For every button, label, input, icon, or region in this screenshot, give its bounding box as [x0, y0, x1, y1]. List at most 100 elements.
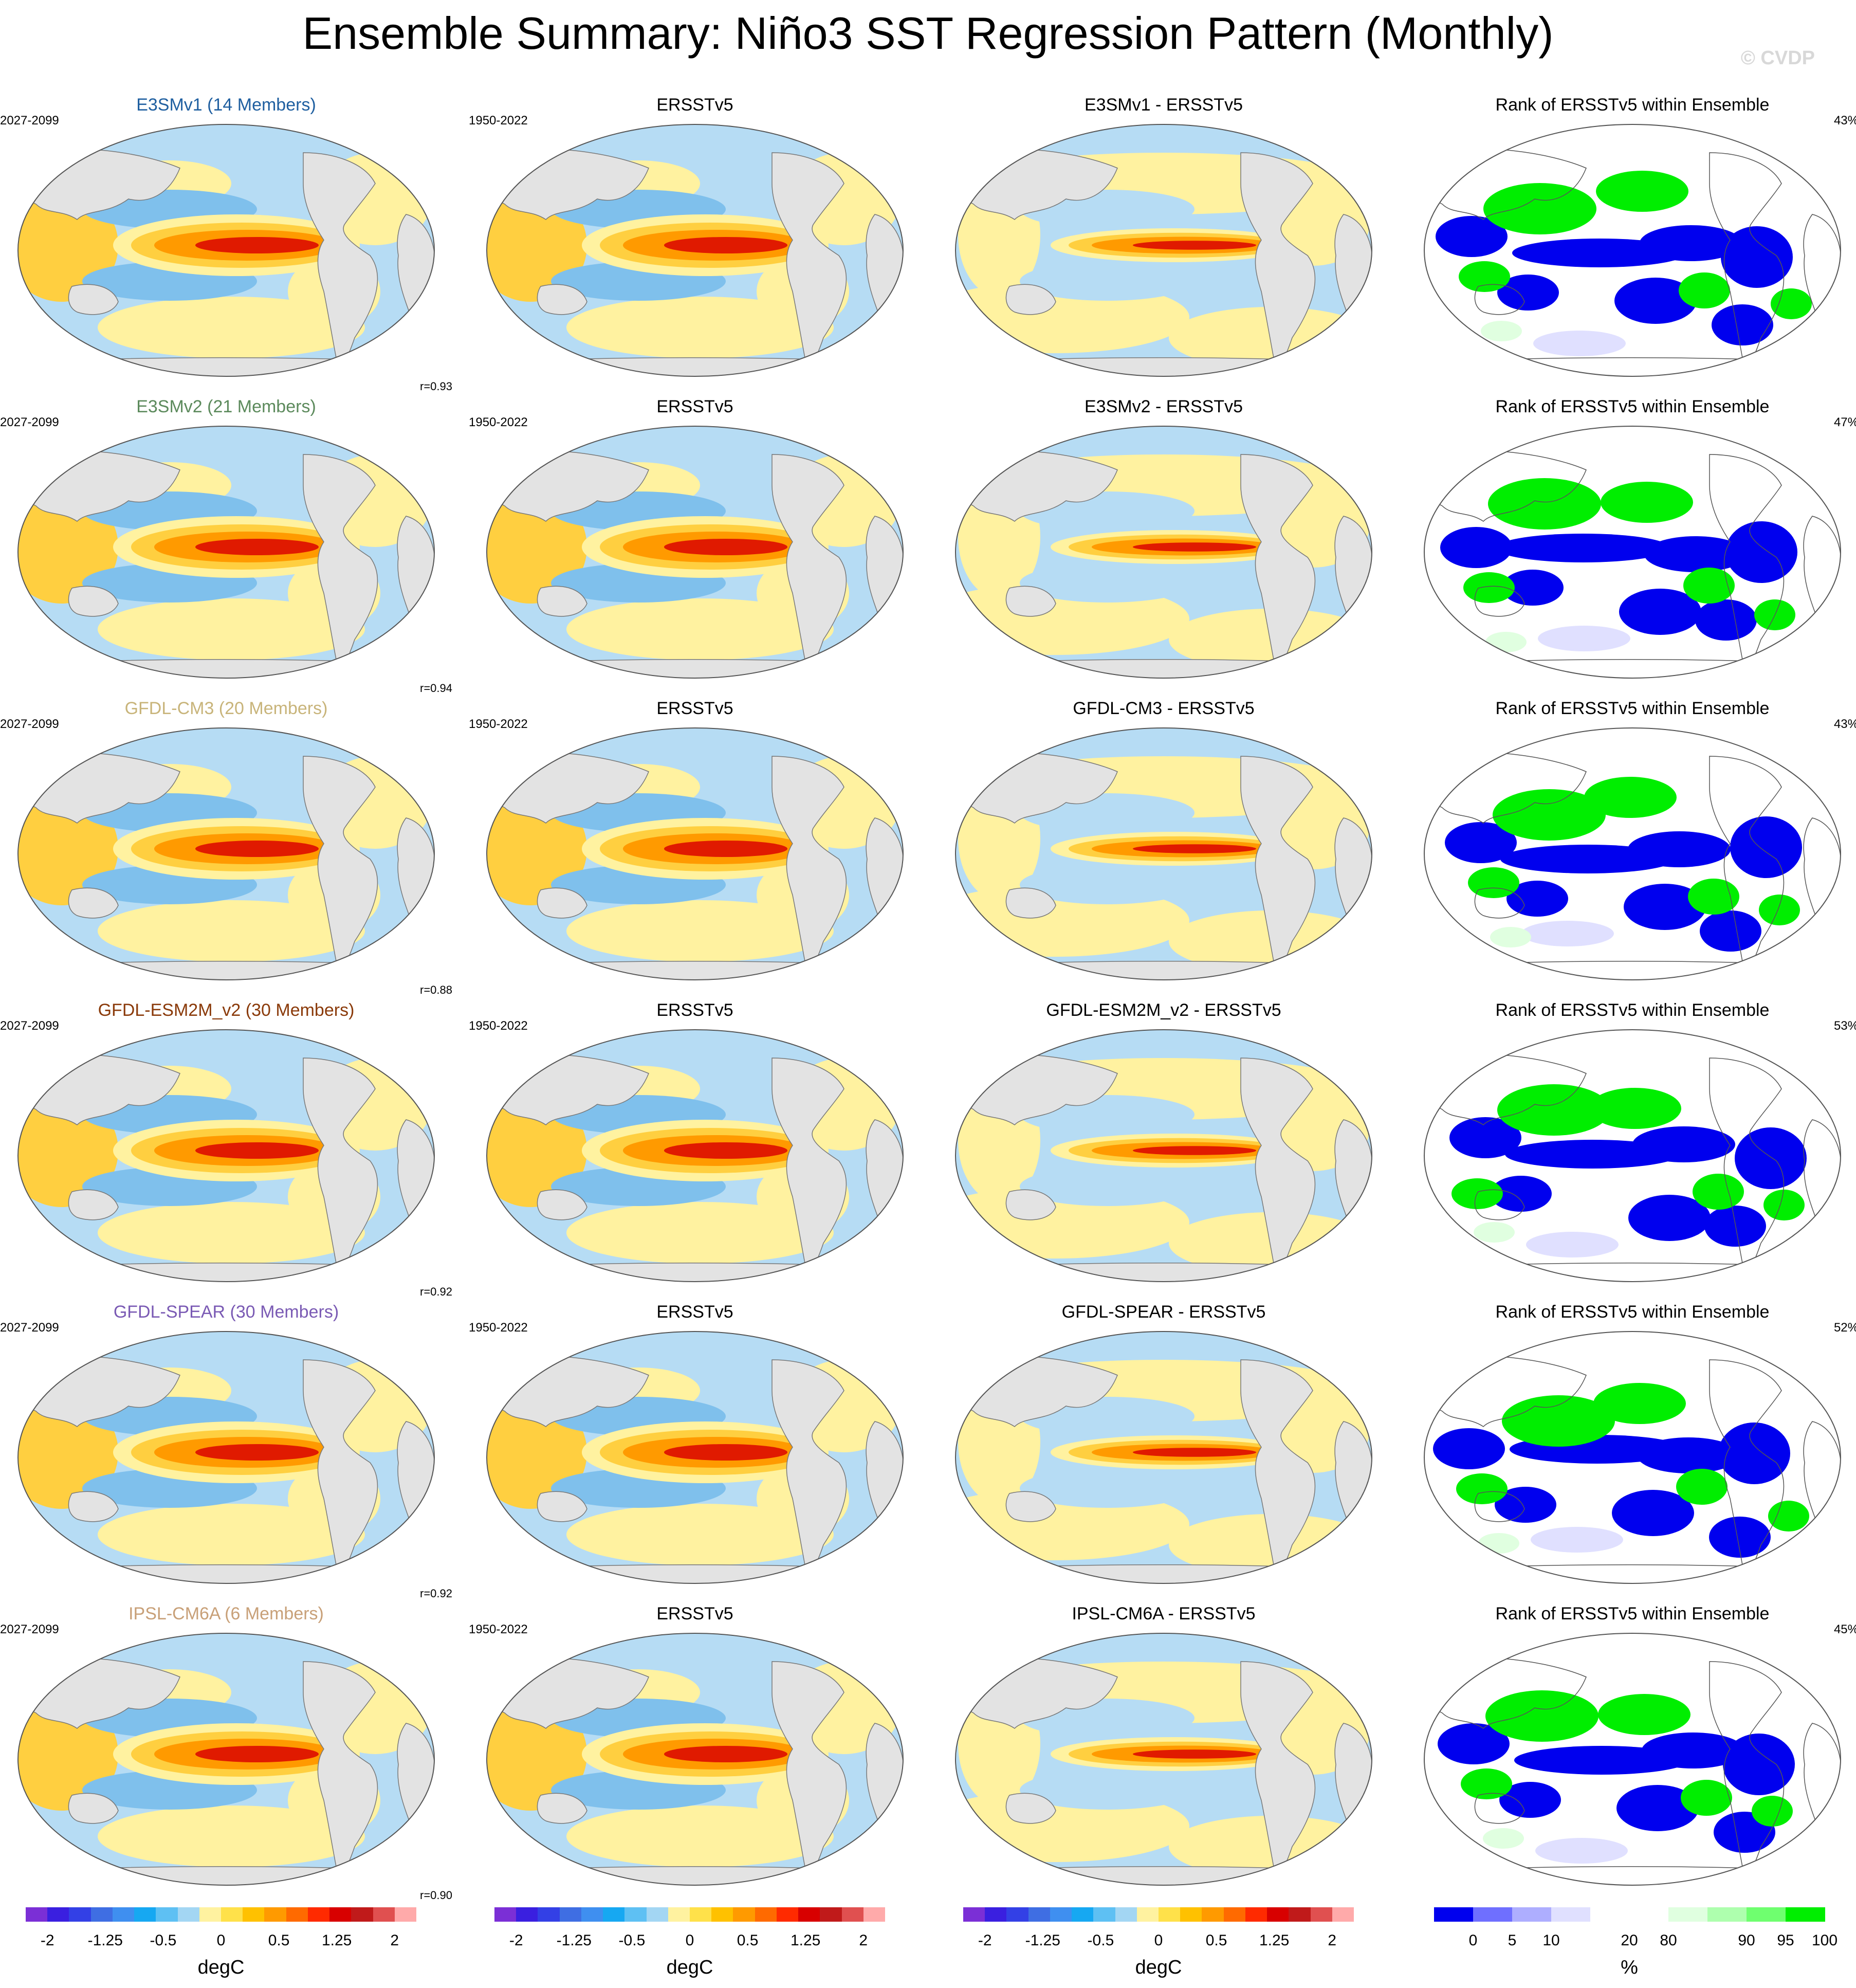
colorbar-swatch: [1310, 1907, 1333, 1922]
rank-patch: [1619, 589, 1701, 635]
figure-title: Ensemble Summary: Niño3 SST Regression P…: [302, 8, 1554, 59]
panel-title: Rank of ERSSTv5 within Ensemble: [1495, 1604, 1770, 1624]
period-label: 2027-2099: [0, 1019, 59, 1033]
rank-patch: [1459, 261, 1510, 292]
colorbar-swatch: [1245, 1907, 1267, 1922]
sst-cold-lobe: [1020, 262, 1195, 301]
enso-tongue: [195, 1746, 319, 1762]
colorbar-swatch: [1551, 1907, 1591, 1922]
rank-patch: [1681, 1780, 1732, 1816]
colorbar-swatch: [1115, 1907, 1137, 1922]
land-mass: [854, 1348, 891, 1378]
colorbar-tick-label: 2: [390, 1932, 399, 1949]
rank-patch: [1521, 921, 1614, 946]
rank-patch: [1709, 1517, 1771, 1558]
enso-tongue: [664, 539, 787, 555]
land-mass: [537, 586, 587, 617]
rank-patch: [1628, 1195, 1711, 1241]
land-mass: [1709, 1661, 1785, 1884]
colorbar-swatch: [47, 1907, 69, 1922]
enso-tongue: [1133, 542, 1256, 552]
colorbar-swatch: [559, 1907, 582, 1922]
map-field: [18, 124, 434, 376]
sst-map: [955, 124, 1372, 377]
pattern-correlation: r=0.93: [420, 380, 452, 393]
rank-patch: [1598, 1694, 1690, 1735]
colorbar-swatch: [841, 1907, 864, 1922]
panel-title: E3SMv1 - ERSSTv5: [1085, 95, 1243, 115]
sst-map: [955, 426, 1372, 679]
rank-patch: [1628, 831, 1731, 867]
colorbar-tick-label: 0.5: [1205, 1932, 1227, 1949]
land-mass: [1424, 148, 1587, 220]
colorbar-swatch: [1629, 1907, 1669, 1922]
enso-tongue: [1133, 1146, 1256, 1155]
sst-map: [17, 727, 435, 980]
land-mass: [1322, 141, 1359, 171]
colorbar-unit: degC: [666, 1957, 713, 1978]
rank-patch: [1449, 1117, 1521, 1158]
colorbar-swatch: [1006, 1907, 1029, 1922]
colorbar-swatch: [755, 1907, 777, 1922]
land-mass: [955, 659, 1372, 678]
colorbar-tick-label: 0: [216, 1932, 226, 1949]
panel-title: ERSSTv5: [656, 1302, 733, 1322]
panel-title: GFDL-SPEAR - ERSSTv5: [1061, 1302, 1266, 1322]
land-mass: [1474, 887, 1525, 919]
colorbar-swatch: [1050, 1907, 1072, 1922]
land-mass: [18, 659, 434, 678]
colorbar-swatch: [1590, 1907, 1630, 1922]
land-mass: [18, 1564, 434, 1583]
colorbar-tick-label: 0: [685, 1932, 694, 1949]
obs-panel: ERSSTv5 1950-2022: [469, 397, 921, 695]
enso-tongue: [1133, 1448, 1256, 1457]
map-field: [18, 426, 434, 678]
sst-colorbar: -2 -1.25 -0.5 0 0.5 1.25 2 degC: [494, 1907, 886, 1984]
land-mass: [1322, 443, 1359, 473]
colorbar-tick-label: 95: [1777, 1932, 1794, 1949]
land-mass: [1424, 1657, 1587, 1729]
land-mass: [18, 1866, 434, 1885]
land-mass: [487, 1866, 903, 1885]
rank-patch: [1502, 1395, 1615, 1447]
rank-patch: [1640, 225, 1742, 261]
land-mass: [1474, 586, 1525, 617]
colorbar-tick-label: -2: [40, 1932, 54, 1949]
land-mass: [1474, 284, 1525, 315]
enso-tongue: [1133, 241, 1256, 250]
colorbar-tick-label: -2: [978, 1932, 992, 1949]
obs-panel: ERSSTv5 1950-2022: [469, 1302, 921, 1600]
land-mass: [1791, 141, 1828, 171]
land-mass: [537, 1491, 587, 1522]
sst-map: [486, 426, 904, 679]
rank-patch: [1436, 216, 1508, 257]
land-mass: [955, 1564, 1372, 1583]
difference-panel: GFDL-CM3 - ERSSTv5: [938, 699, 1390, 997]
land-mass: [771, 756, 847, 979]
panel-title: E3SMv2 - ERSSTv5: [1085, 397, 1243, 416]
difference-panel: E3SMv1 - ERSSTv5: [938, 95, 1390, 393]
model-panel: E3SMv2 (21 Members) 2027-2099 r=0.94: [0, 397, 452, 695]
land-mass: [854, 1650, 891, 1680]
rank-patch: [1723, 1734, 1795, 1795]
rank-patch: [1533, 331, 1626, 356]
difference-panel: GFDL-ESM2M_v2 - ERSSTv5: [938, 1000, 1390, 1299]
rank-patch: [1593, 1383, 1686, 1424]
colorbar-swatch: [134, 1907, 156, 1922]
land-mass: [1240, 1057, 1316, 1281]
map-field: [955, 1332, 1372, 1583]
rank-patch: [1725, 521, 1797, 583]
rank-patch: [1488, 478, 1601, 530]
rank-patch: [1721, 226, 1793, 288]
land-mass: [385, 1348, 422, 1378]
land-mass: [303, 1359, 378, 1582]
sst-map: [955, 1633, 1372, 1886]
colorbar-swatch: [863, 1907, 886, 1922]
pattern-correlation: r=0.92: [420, 1285, 452, 1298]
colorbar-swatch: [624, 1907, 647, 1922]
rank-patch: [1485, 1690, 1598, 1742]
rank-map: [1424, 1633, 1841, 1886]
colorbar-swatch: [963, 1907, 985, 1922]
colorbar-swatch: [1332, 1907, 1354, 1922]
colorbar-tick-label: 0: [1468, 1932, 1478, 1949]
